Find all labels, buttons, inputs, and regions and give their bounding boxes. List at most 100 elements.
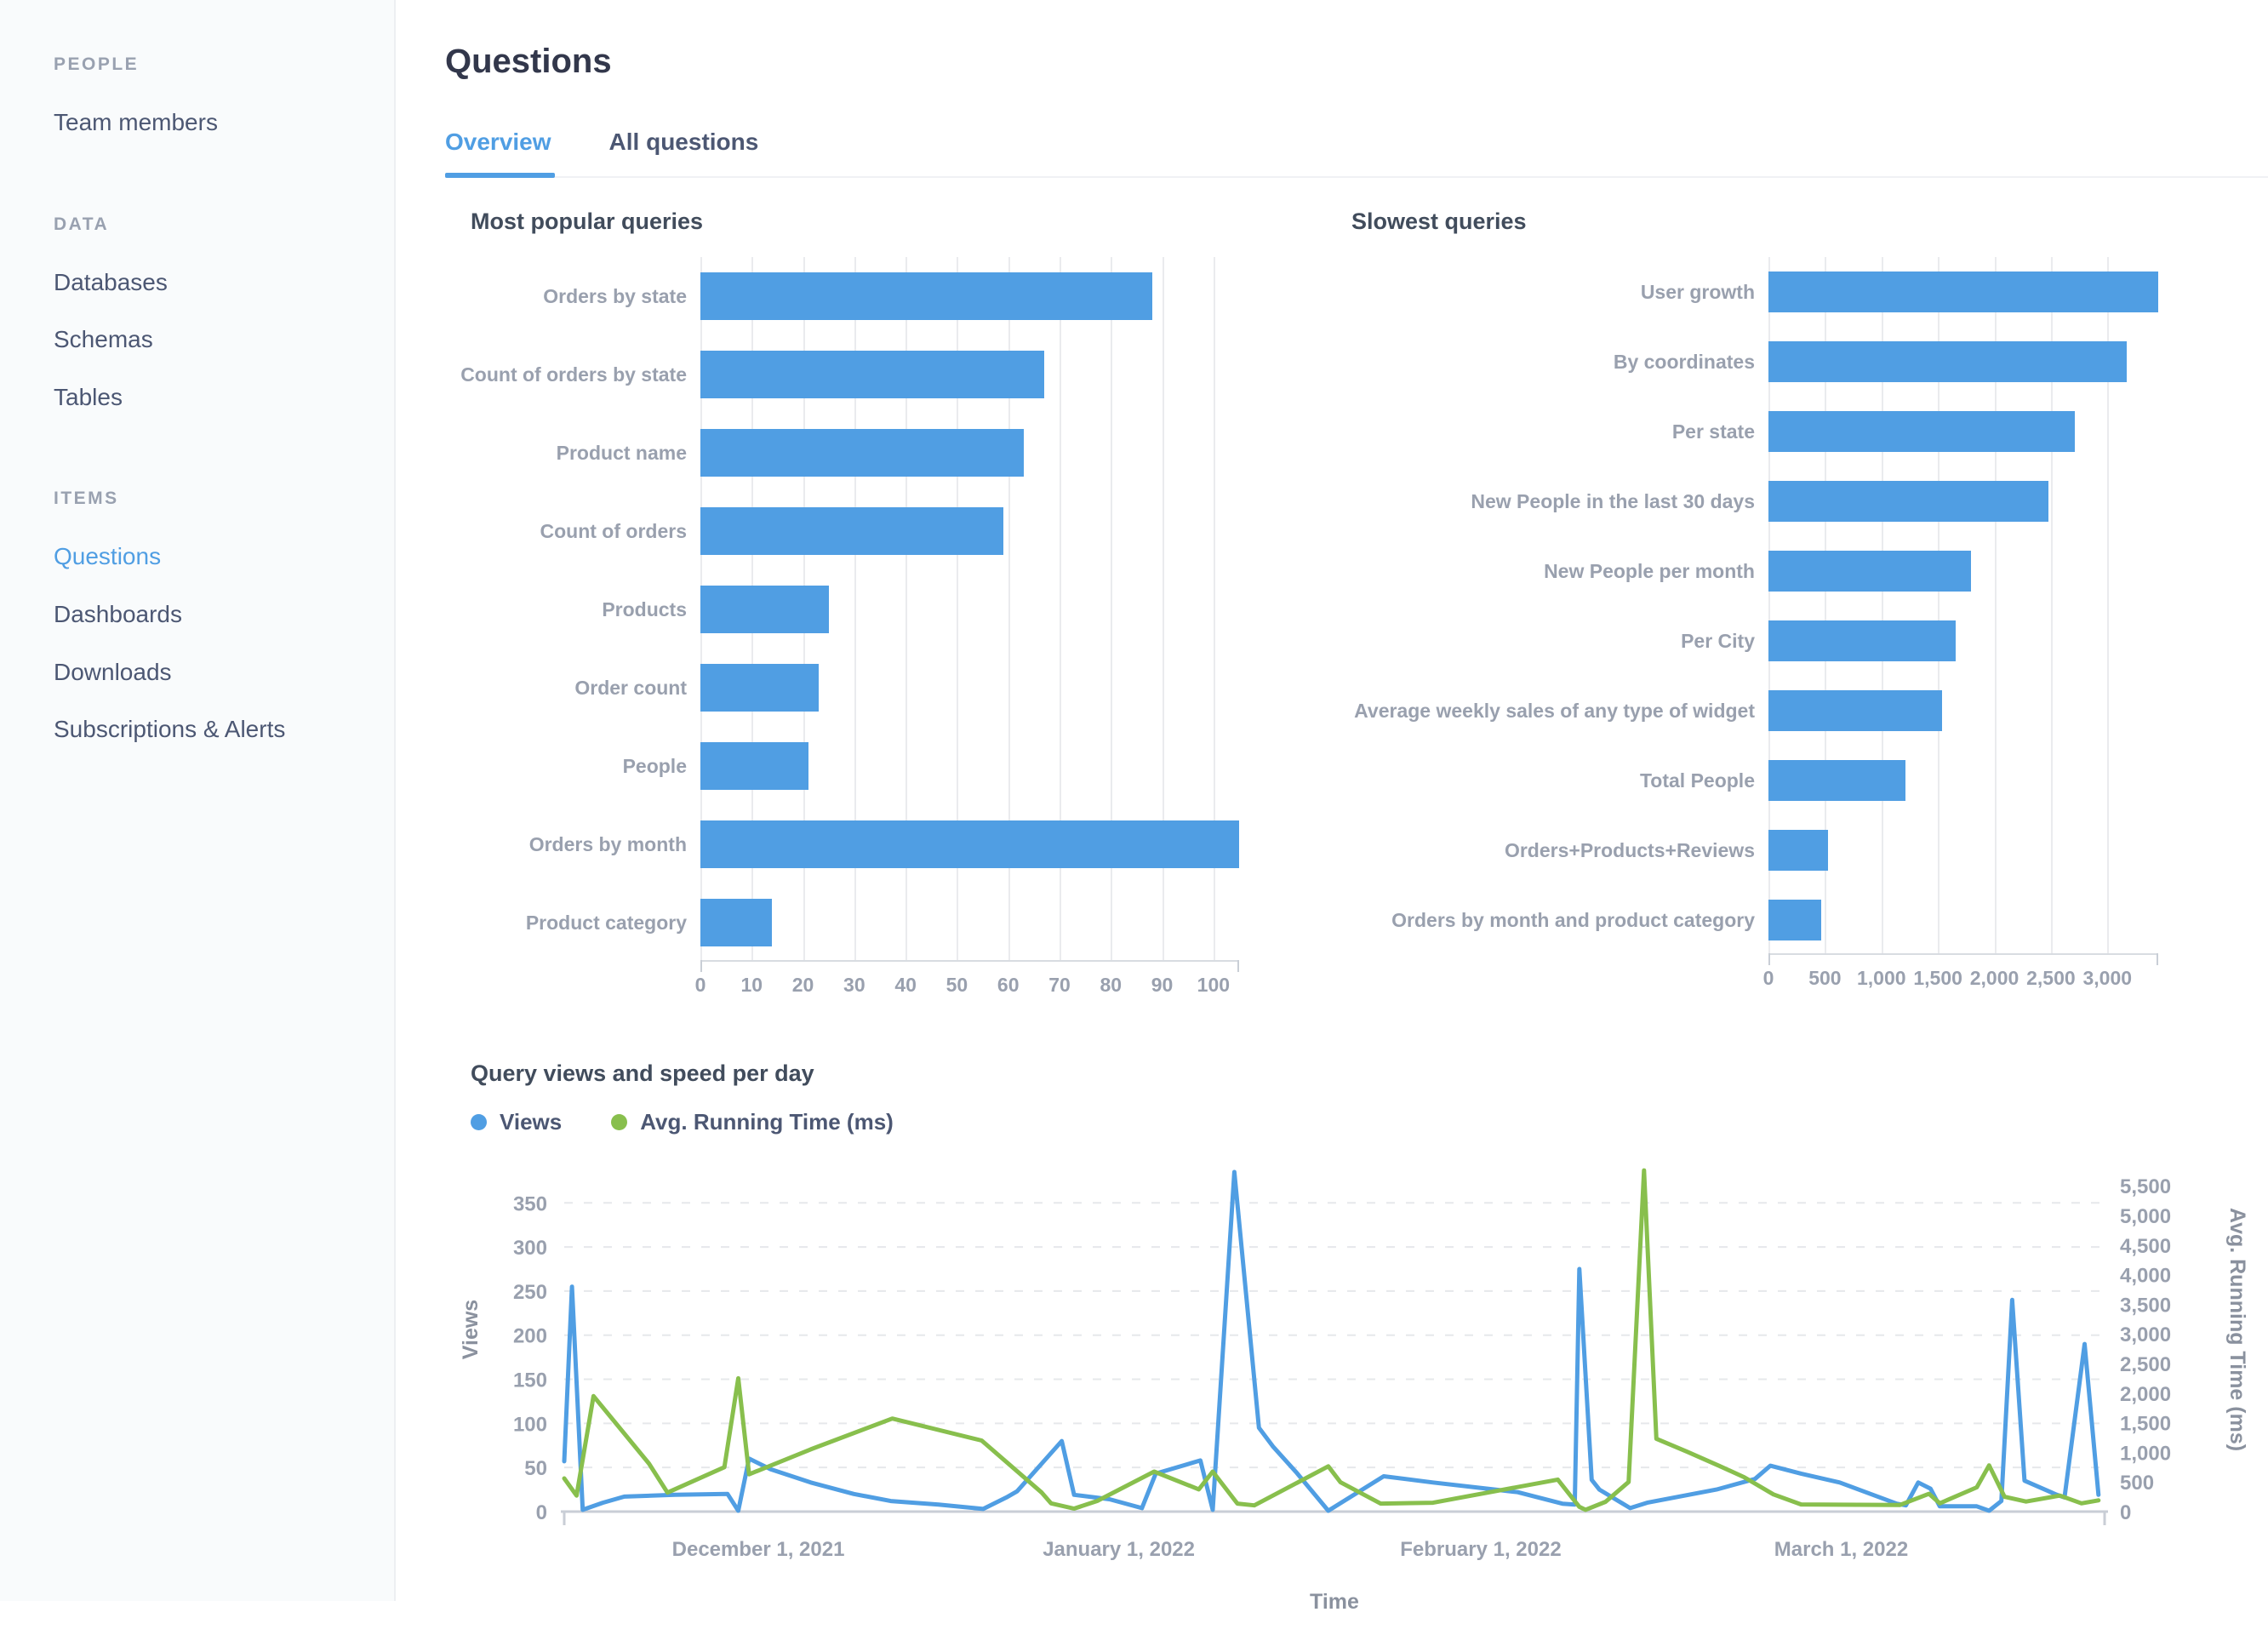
chart-title: Most popular queries	[471, 209, 704, 234]
most-popular-queries-chart: Most popular queries Orders by state Coun…	[445, 209, 1326, 1013]
left-axis-tick: 50	[524, 1457, 547, 1480]
bar-order-count[interactable]	[700, 664, 819, 712]
avg-running-time-ms-line	[562, 1168, 2101, 1512]
bar-count-of-orders-by-state[interactable]	[700, 351, 1044, 398]
x-axis-tick: February 1, 2022	[1400, 1538, 1561, 1561]
bar-track	[700, 820, 1239, 868]
bar-orders-by-month[interactable]	[700, 820, 1239, 868]
bar-per-city[interactable]	[1768, 620, 1957, 661]
sidebar-section-header: PEOPLE	[54, 54, 140, 74]
bar-track	[700, 507, 1239, 555]
gridlines	[1768, 257, 2158, 965]
sidebar-item-tables[interactable]: Tables	[54, 383, 123, 410]
bar-people[interactable]	[700, 742, 808, 790]
right-axis-tick: 500	[2120, 1472, 2154, 1495]
bar-label: New People in the last 30 days	[1471, 489, 1755, 512]
bar-label: User growth	[1640, 280, 1755, 303]
right-axis-tick: 5,000	[2120, 1205, 2171, 1228]
sidebar-item-team-members[interactable]: Team members	[54, 109, 218, 135]
x-axis-title: Time	[1310, 1590, 1359, 1614]
bar-total-people[interactable]	[1768, 760, 1906, 801]
x-tick-label: 1,500	[1913, 967, 1962, 989]
right-axis-tick: 0	[2120, 1501, 2131, 1524]
bar-row-user-growth: User growth	[1326, 257, 2268, 327]
sidebar-item-questions[interactable]: Questions	[54, 543, 162, 570]
bar-track	[700, 429, 1239, 477]
right-axis-tick: 3,500	[2120, 1294, 2171, 1317]
bar-label: Orders by month and product category	[1391, 908, 1755, 931]
chart-title: Query views and speed per day	[471, 1060, 814, 1086]
sidebar-section-items: ITEMS Questions Dashboards Downloads Subscri…	[54, 489, 394, 757]
right-axis-tick: 4,500	[2120, 1235, 2171, 1258]
bar-orders-by-month-and-product-category[interactable]	[1768, 900, 1821, 940]
bar-track	[1768, 760, 2158, 801]
bar-row-order-count: Order count	[445, 649, 1326, 727]
x-tick-label: 90	[1151, 974, 1174, 996]
tab-overview[interactable]: Overview	[445, 129, 555, 178]
bar-row-orders-by-month-and-product-category: Orders by month and product category	[1326, 885, 2268, 955]
bar-label: Count of orders by state	[460, 363, 687, 386]
bar-row-count-of-orders: Count of orders	[445, 492, 1326, 570]
tab-all-questions[interactable]: All questions	[608, 129, 759, 155]
bar-row-product-category: Product category	[445, 883, 1326, 962]
left-axis-tick: 300	[513, 1237, 547, 1260]
sidebar-section-header: DATA	[54, 214, 110, 234]
right-axis-tick: 4,000	[2120, 1265, 2171, 1288]
x-tick-label: 30	[843, 974, 865, 996]
legend-item-avg-running-time-ms[interactable]: Avg. Running Time (ms)	[611, 1109, 894, 1135]
bar-label: Count of orders	[540, 519, 688, 542]
x-tick-label: 100	[1197, 974, 1231, 996]
bar-orders-by-state[interactable]	[700, 272, 1152, 320]
line-chart-canvas: 0 50 100 150 200 250 300 350 0 500 1,000 1,500 2,000…	[459, 1168, 2249, 1614]
bar-row-count-of-orders-by-state: Count of orders by state	[445, 335, 1326, 414]
sidebar-item-databases[interactable]: Databases	[54, 268, 168, 295]
bar-row-new-people-per-month: New People per month	[1326, 536, 2268, 606]
bar-new-people-in-the-last-30-days[interactable]	[1768, 481, 2049, 522]
bar-track	[1768, 481, 2158, 522]
bar-track	[700, 742, 1239, 790]
bar-label: Per City	[1681, 629, 1755, 652]
bar-user-growth[interactable]	[1768, 272, 2158, 312]
right-axis-tick: 2,500	[2120, 1353, 2171, 1376]
bar-track	[700, 586, 1239, 633]
sidebar-section-header: ITEMS	[54, 489, 119, 509]
chart-title: Slowest queries	[1351, 209, 1527, 234]
x-axis-tick: December 1, 2021	[672, 1538, 845, 1561]
bar-new-people-per-month[interactable]	[1768, 551, 1971, 592]
bar-label: Product name	[556, 441, 687, 464]
bar-products[interactable]	[700, 586, 829, 633]
chart-legend: Views Avg. Running Time (ms)	[471, 1109, 2268, 1135]
sidebar-item-downloads[interactable]: Downloads	[54, 658, 172, 685]
bar-track	[1768, 551, 2158, 592]
bar-row-product-name: Product name	[445, 414, 1326, 492]
bar-per-state[interactable]	[1768, 411, 2075, 452]
bar-track	[1768, 620, 2158, 661]
chart-x-ticks: 0 10 20 30 40 50 60 70 80 90 100	[695, 974, 1239, 1013]
tab-bar: Overview All questions	[445, 129, 2268, 178]
bar-product-category[interactable]	[700, 899, 773, 946]
right-axis-tick: 5,500	[2120, 1175, 2171, 1198]
bar-count-of-orders[interactable]	[700, 507, 1003, 555]
bar-label: Total People	[1639, 769, 1755, 792]
slowest-queries-chart: Slowest queries User growth By coordinate…	[1326, 209, 2268, 1013]
bar-label: People	[622, 754, 687, 777]
bar-by-coordinates[interactable]	[1768, 341, 2127, 382]
chart-x-ticks: 0 500 1,000 1,500 2,000 2,500 3,000	[1763, 967, 2158, 1006]
legend-item-views[interactable]: Views	[471, 1109, 562, 1135]
sidebar-item-subscriptions-alerts[interactable]: Subscriptions & Alerts	[54, 716, 286, 743]
bar-orders-products-reviews[interactable]	[1768, 830, 1829, 871]
chart-plot: User growth By coordinates Per state New Pe…	[1326, 257, 2268, 965]
left-axis-title: Views	[459, 1300, 483, 1359]
bar-average-weekly-sales-of-any-type-of-widget[interactable]	[1768, 690, 1943, 731]
x-tick-label: 3,000	[2082, 967, 2133, 989]
x-tick-label: 0	[694, 974, 706, 996]
bar-product-name[interactable]	[700, 429, 1024, 477]
left-axis-tick: 150	[513, 1369, 547, 1392]
legend-label: Views	[500, 1109, 563, 1135]
sidebar-item-schemas[interactable]: Schemas	[54, 326, 153, 353]
bar-row-orders-by-month: Orders by month	[445, 805, 1326, 883]
bar-track	[1768, 690, 2158, 731]
left-axis-tick: 0	[536, 1501, 547, 1524]
right-axis-title: Avg. Running Time (ms)	[2225, 1208, 2249, 1451]
sidebar-item-dashboards[interactable]: Dashboards	[54, 600, 182, 627]
